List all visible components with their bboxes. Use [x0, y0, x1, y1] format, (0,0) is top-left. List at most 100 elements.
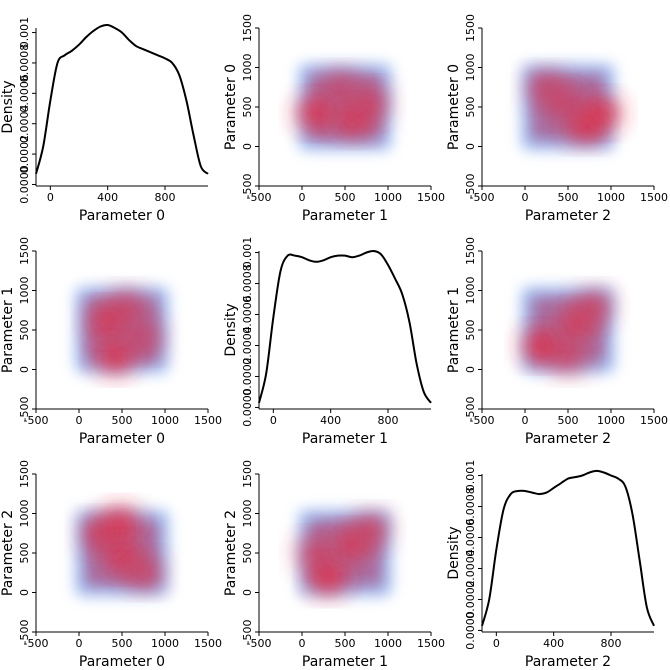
- y-tick-label: 0.0006: [464, 518, 477, 557]
- y-tick-label: 1000: [241, 500, 254, 528]
- x-tick-label: 0: [76, 637, 83, 650]
- y-tick-label: 500: [241, 543, 254, 564]
- y-axis-title: Parameter 0: [446, 64, 462, 150]
- panel-row3-col1: -500 0 500 1000 1500 -500 0 500 1000 1500 Paramete…: [0, 460, 222, 670]
- panel-row1-col3: -500 0 500 1000 1500 -500 0 500 1000 1500 Paramete…: [446, 14, 668, 224]
- density-hotspot-0: [296, 98, 333, 129]
- y-tick-label: 0: [18, 589, 31, 596]
- y-tick-label: 1500: [464, 237, 477, 265]
- panel-row1-col2: -500 0 500 1000 1500 -500 0 500 1000 1500 Paramete…: [223, 14, 445, 224]
- x-tick-label: -500: [470, 414, 495, 427]
- y-tick-label: 0.001: [18, 17, 31, 49]
- y-tick-label: 1500: [18, 460, 31, 488]
- y-tick-label: 500: [464, 97, 477, 118]
- y-tick-label: 0.0008: [18, 44, 31, 83]
- y-tick-label: 0: [464, 143, 477, 150]
- y-tick-label: 1500: [241, 14, 254, 42]
- x-tick-label: 1500: [194, 414, 222, 427]
- panel-row1-col1: 0 400 800 0.00000.00020.00040.00060.00080.0…: [0, 17, 209, 224]
- density-hotspot-0: [309, 563, 346, 594]
- y-tick-label: 0.0006: [241, 295, 254, 334]
- x-tick-label: -500: [247, 191, 272, 204]
- y-tick-label: 0.0000: [241, 388, 254, 427]
- density-hotspot-0: [522, 330, 559, 361]
- y-tick-label: -500: [241, 174, 254, 199]
- panel-row3-col3: 0 400 800 0.00000.00020.00040.00060.00080.0…: [446, 460, 655, 670]
- kde-curve: [35, 23, 209, 175]
- y-tick-label: -500: [464, 174, 477, 199]
- x-tick-label: 0: [299, 637, 306, 650]
- y-axis-title: Parameter 2: [223, 510, 239, 596]
- x-axis-title: Parameter 2: [525, 208, 611, 224]
- y-tick-label: 0.0002: [241, 357, 254, 396]
- x-axis-title: Parameter 1: [302, 208, 388, 224]
- y-axis-title: Parameter 1: [446, 287, 462, 373]
- density-hotspot-3: [352, 514, 389, 545]
- x-tick-label: 1000: [374, 637, 402, 650]
- x-tick-label: 800: [378, 414, 399, 427]
- y-tick-label: 1500: [18, 237, 31, 265]
- x-tick-label: 0: [47, 191, 54, 204]
- x-tick-label: 500: [335, 191, 356, 204]
- y-tick-label: 0: [464, 366, 477, 373]
- x-tick-label: 1500: [417, 637, 445, 650]
- y-axis-title: Parameter 2: [0, 510, 16, 596]
- y-tick-label: -500: [464, 397, 477, 422]
- x-tick-label: 1500: [417, 191, 445, 204]
- density-hotspot-2: [352, 88, 389, 119]
- density-hotspot-2: [550, 342, 586, 373]
- y-tick-label: 0: [241, 589, 254, 596]
- y-tick-label: 0: [241, 143, 254, 150]
- y-tick-label: -500: [18, 620, 31, 645]
- y-tick-label: 0.001: [241, 237, 254, 268]
- x-tick-label: 1000: [597, 191, 625, 204]
- y-tick-label: 0.0004: [241, 326, 254, 365]
- x-axis-title: Parameter 1: [302, 431, 388, 447]
- y-tick-label: 0.0008: [464, 487, 477, 526]
- density-hotspot-1: [567, 111, 604, 142]
- x-axis-title: Parameter 1: [302, 654, 388, 670]
- y-tick-label: 0.0006: [18, 74, 31, 113]
- x-axis-title: Parameter 0: [79, 208, 165, 224]
- x-tick-label: -500: [470, 191, 495, 204]
- density-hotspot-2: [82, 518, 119, 549]
- y-axis-title: Density: [0, 80, 16, 133]
- x-tick-label: 400: [543, 637, 564, 650]
- density-hotspot-2: [108, 291, 145, 322]
- y-tick-label: -500: [241, 620, 254, 645]
- panel-row2-col3: -500 0 500 1000 1500 -500 0 500 1000 1500 Paramete…: [446, 237, 668, 447]
- x-tick-label: 1500: [640, 414, 668, 427]
- x-tick-label: 1000: [151, 637, 179, 650]
- x-tick-label: 400: [320, 414, 341, 427]
- kde-curve: [258, 249, 432, 404]
- y-tick-label: -500: [18, 397, 31, 422]
- y-tick-label: 500: [464, 320, 477, 341]
- x-tick-label: 1000: [151, 414, 179, 427]
- density-hotspot-3: [575, 291, 612, 322]
- y-tick-label: 0.0002: [18, 135, 31, 174]
- x-tick-label: 0: [522, 191, 529, 204]
- x-tick-label: 0: [76, 414, 83, 427]
- density-hotspot-3: [125, 322, 162, 353]
- y-tick-label: 0.0008: [241, 264, 254, 303]
- y-tick-label: 0.001: [464, 460, 477, 492]
- x-tick-label: 0: [522, 414, 529, 427]
- density-hotspot-0: [97, 342, 134, 373]
- x-axis-title: Parameter 0: [79, 654, 165, 670]
- x-tick-label: -500: [24, 414, 49, 427]
- y-tick-label: 500: [241, 97, 254, 118]
- y-tick-label: 1500: [241, 460, 254, 488]
- y-tick-label: 1000: [18, 277, 31, 305]
- y-tick-label: 500: [18, 543, 31, 564]
- density-hotspot-3: [528, 72, 565, 103]
- y-tick-label: 0.0002: [464, 580, 477, 619]
- panel-row2-col2: 0 400 800 0.00000.00020.00040.00060.00080.0…: [223, 237, 432, 447]
- y-tick-label: 1500: [464, 14, 477, 42]
- x-tick-label: -500: [24, 637, 49, 650]
- y-tick-label: 1000: [464, 277, 477, 305]
- y-tick-label: 1000: [241, 54, 254, 82]
- y-axis-title: Parameter 1: [0, 287, 16, 373]
- y-tick-label: 0.0004: [464, 549, 477, 588]
- x-tick-label: 1000: [374, 191, 402, 204]
- x-tick-label: 1500: [640, 191, 668, 204]
